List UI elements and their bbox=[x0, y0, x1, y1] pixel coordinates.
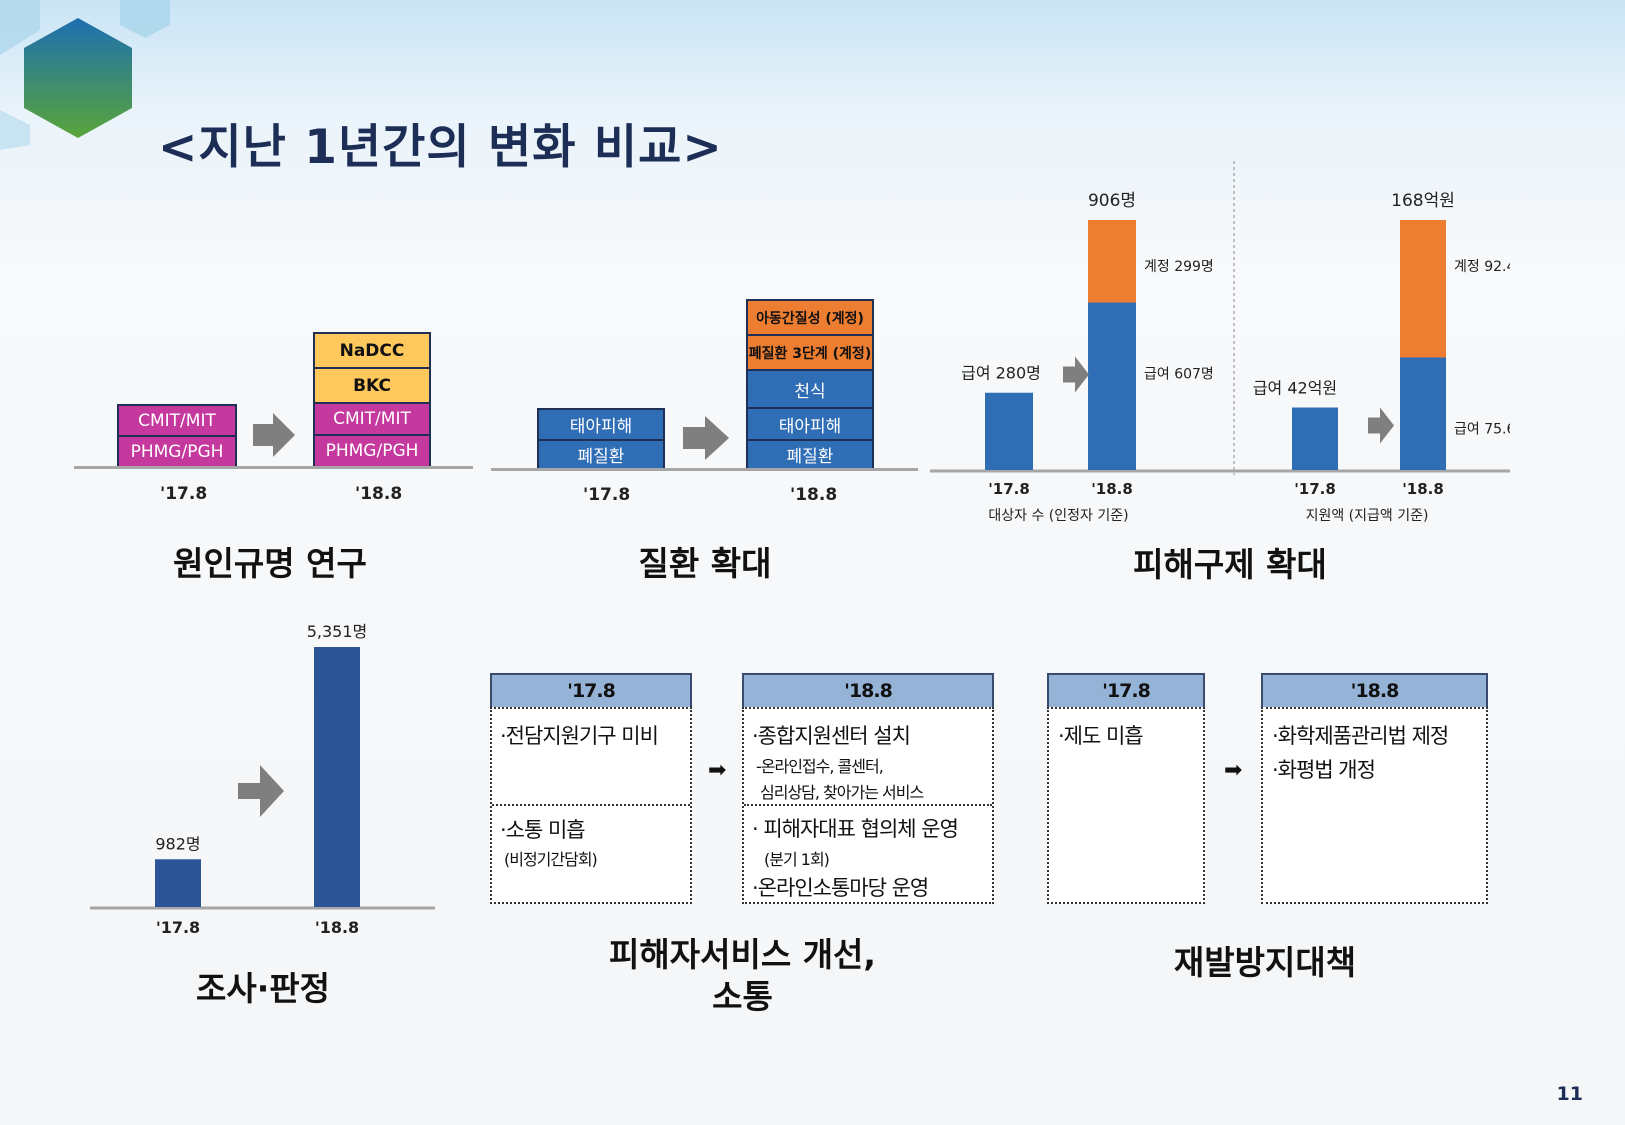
bar-before bbox=[1292, 407, 1338, 470]
after-row1-sub1: -온라인접수, 콜센터, bbox=[756, 757, 884, 776]
page-number: 11 bbox=[1556, 1083, 1583, 1105]
panel-heading: 재발방지대책 bbox=[1173, 943, 1357, 982]
label-after-total: 168억원 bbox=[1391, 191, 1455, 211]
label-after-top: 계정 299명 bbox=[1144, 259, 1214, 275]
panel-heading: 조사·판정 bbox=[196, 969, 330, 1008]
box-before-fetal: 태아피해 bbox=[537, 408, 665, 441]
label-after-base: 급여 607명 bbox=[1144, 367, 1214, 383]
bar-value-label: 5,351명 bbox=[307, 622, 368, 641]
tick-before: '17.8 bbox=[1294, 480, 1336, 498]
table-header-before: '17.8 bbox=[490, 673, 692, 709]
table-header-after: '18.8 bbox=[1261, 673, 1488, 709]
row-divider bbox=[492, 804, 690, 806]
decorative-hexagon-logo bbox=[0, 0, 170, 150]
page-title: <지난 1년간의 변화 비교> bbox=[158, 120, 723, 175]
investigation-chart: 982명 '17.8 5,351명 '18.8 bbox=[90, 622, 435, 937]
after-row1: ·화학제품관리법 제정 bbox=[1272, 724, 1449, 748]
panel-heading-line1: 피해자서비스 개선, bbox=[609, 935, 876, 974]
box-after-asthma: 천식 bbox=[746, 369, 874, 409]
tick-before: '17.8 bbox=[160, 484, 208, 504]
box-after-cmit: CMIT/MIT bbox=[313, 402, 431, 436]
before-row2: ·소통 미흡 bbox=[500, 818, 586, 842]
arrow-right-icon bbox=[683, 416, 729, 460]
box-after-bkc: BKC bbox=[313, 367, 431, 404]
arrow-right-icon bbox=[1063, 356, 1089, 393]
arrow-right-icon bbox=[238, 765, 284, 817]
tick-after: '18.8 bbox=[355, 484, 403, 504]
box-before-cmit: CMIT/MIT bbox=[117, 404, 237, 437]
tick-after: '18.8 bbox=[790, 485, 838, 505]
after-row1: ·종합지원센터 설치 bbox=[752, 724, 911, 748]
bar-after-base bbox=[1400, 357, 1446, 470]
arrow-right-icon: ➡ bbox=[1224, 758, 1243, 783]
arrow-right-icon bbox=[253, 413, 295, 457]
table-body-after bbox=[1261, 707, 1488, 904]
baseline bbox=[491, 468, 918, 471]
box-before-phmg: PHMG/PGH bbox=[117, 435, 237, 468]
table-body-before bbox=[1047, 707, 1205, 904]
panel-heading-line2: 소통 bbox=[712, 977, 773, 1016]
label-after-base: 급여 75.6억원 bbox=[1454, 422, 1510, 438]
bar bbox=[155, 859, 201, 907]
box-after-phmg: PHMG/PGH bbox=[313, 434, 431, 468]
box-before-lung: 폐질환 bbox=[537, 439, 665, 470]
box-after-fetal: 태아피해 bbox=[746, 407, 874, 441]
box-after-child-interstitial: 아동간질성 (계정) bbox=[746, 299, 874, 336]
axis-label: 지원액 (지급액 기준) bbox=[1306, 508, 1429, 524]
panel-heading: 피해자서비스 개선, 소통 bbox=[570, 934, 915, 1018]
after-row2-sub: (분기 1회) bbox=[764, 850, 830, 869]
baseline bbox=[74, 466, 473, 469]
tick-label: '18.8 bbox=[315, 918, 359, 937]
box-after-lung-stage3: 폐질환 3단계 (계정) bbox=[746, 334, 874, 371]
after-row2: ·화평법 개정 bbox=[1272, 758, 1376, 782]
panel-heading: 원인규명 연구 bbox=[173, 544, 367, 583]
panel-heading: 피해구제 확대 bbox=[1133, 545, 1327, 584]
bar-before bbox=[985, 392, 1033, 470]
box-after-nadcc: NaDCC bbox=[313, 332, 431, 369]
arrow-right-icon bbox=[1368, 407, 1394, 444]
after-row3: ·온라인소통마당 운영 bbox=[752, 876, 929, 900]
before-row2-sub: (비정기간담회) bbox=[504, 850, 598, 869]
table-header-before: '17.8 bbox=[1047, 673, 1205, 709]
bar-after-base bbox=[1088, 302, 1136, 470]
arrow-right-icon: ➡ bbox=[708, 758, 727, 783]
bar-value-label: 982명 bbox=[155, 834, 200, 853]
after-row2: · 피해자대표 협의체 운영 bbox=[752, 817, 959, 841]
box-after-lung: 폐질환 bbox=[746, 439, 874, 470]
tick-after: '18.8 bbox=[1091, 480, 1133, 498]
tick-label: '17.8 bbox=[156, 918, 200, 937]
bar-after-top bbox=[1400, 220, 1446, 358]
after-row1-sub2: 심리상담, 찾아가는 서비스 bbox=[760, 783, 924, 802]
table-header-after: '18.8 bbox=[742, 673, 994, 709]
before-row1: ·제도 미흡 bbox=[1058, 724, 1144, 748]
bar-after-top bbox=[1088, 220, 1136, 303]
panel-heading: 질환 확대 bbox=[638, 544, 772, 583]
axis-label: 대상자 수 (인정자 기준) bbox=[988, 508, 1128, 524]
tick-after: '18.8 bbox=[1402, 480, 1444, 498]
label-before-total: 급여 280명 bbox=[961, 364, 1041, 383]
tick-before: '17.8 bbox=[988, 480, 1030, 498]
label-after-top: 계정 92.4억원 bbox=[1454, 259, 1510, 275]
tick-before: '17.8 bbox=[583, 485, 631, 505]
label-after-total: 906명 bbox=[1088, 191, 1136, 211]
row-divider bbox=[744, 804, 992, 806]
bar bbox=[314, 647, 360, 907]
before-row1: ·전담지원기구 미비 bbox=[500, 724, 659, 748]
label-before-total: 급여 42억원 bbox=[1253, 379, 1337, 398]
